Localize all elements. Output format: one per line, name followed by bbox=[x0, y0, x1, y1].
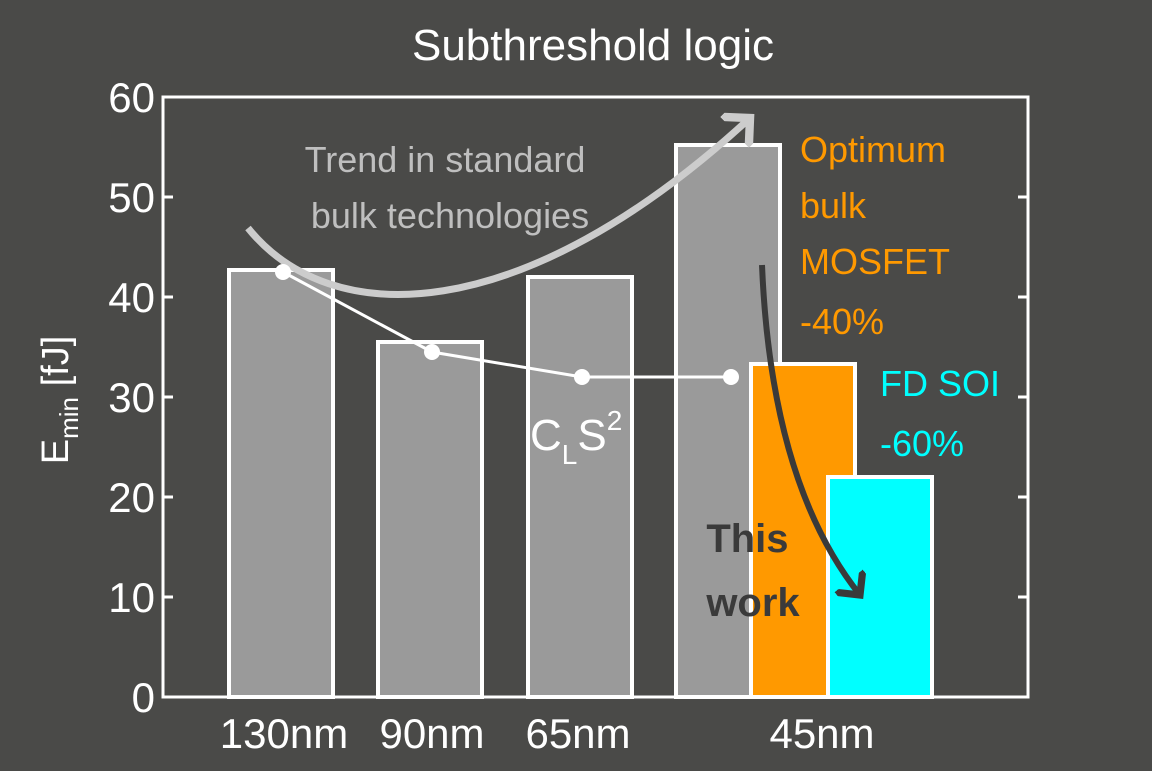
x-tick-labels: 130nm 90nm 65nm 45nm bbox=[220, 710, 875, 757]
y-tick-label: 60 bbox=[108, 74, 155, 121]
optimum-annotation-line-4: -40% bbox=[800, 301, 884, 342]
cls2-point bbox=[424, 344, 440, 360]
cls2-label: CLS2 bbox=[530, 405, 622, 470]
cls2-point bbox=[723, 369, 739, 385]
y-axis-label-main: E bbox=[35, 439, 77, 464]
optimum-annotation: Optimum bulk MOSFET -40% bbox=[800, 129, 959, 342]
fdsoi-annotation-line-1: FD SOI bbox=[880, 363, 1000, 404]
bar-bulk-90nm bbox=[376, 340, 484, 699]
y-tick-label: 20 bbox=[108, 474, 155, 521]
y-axis-label: Emin [fJ] bbox=[35, 336, 84, 465]
this-work-line-1: This bbox=[706, 517, 788, 561]
cls2-line bbox=[275, 264, 739, 385]
y-tick-label: 50 bbox=[108, 174, 155, 221]
trend-arrow bbox=[245, 118, 750, 298]
optimum-annotation-line-1: Optimum bbox=[800, 129, 946, 170]
y-tick-label: 40 bbox=[108, 274, 155, 321]
y-ticks: 0 10 20 30 40 50 60 bbox=[108, 74, 1028, 721]
bar-bulk-130nm bbox=[227, 268, 335, 699]
x-tick-label: 90nm bbox=[379, 710, 484, 757]
optimum-annotation-line-2: bulk bbox=[800, 185, 867, 226]
fdsoi-annotation-line-2: -60% bbox=[880, 423, 964, 464]
cls2-polyline bbox=[282, 270, 731, 379]
y-tick-label: 10 bbox=[108, 574, 155, 621]
bar-bulk-65nm bbox=[526, 275, 634, 699]
cls2-label-s: S bbox=[577, 411, 606, 460]
bar-fdsoi-45nm bbox=[826, 475, 934, 699]
x-tick-label: 65nm bbox=[525, 710, 630, 757]
optimum-annotation-line-3: MOSFET bbox=[800, 241, 950, 282]
y-tick-label: 0 bbox=[132, 674, 155, 721]
trend-annotation: Trend in standard bulk technologies bbox=[305, 139, 596, 236]
x-tick-label: 130nm bbox=[220, 710, 348, 757]
trend-annotation-line-1: Trend in standard bbox=[305, 139, 586, 180]
this-work-annotation: This work bbox=[705, 517, 800, 625]
y-axis-label-unit: [fJ] bbox=[35, 336, 77, 397]
cls2-label-c: C bbox=[530, 411, 562, 460]
cls2-point bbox=[275, 264, 291, 280]
x-tick-label: 45nm bbox=[769, 710, 874, 757]
cls2-label-sup: 2 bbox=[607, 405, 623, 436]
chart-title: Subthreshold logic bbox=[412, 21, 774, 70]
cls2-label-sub: L bbox=[562, 439, 578, 470]
y-tick-label: 30 bbox=[108, 374, 155, 421]
this-work-line-2: work bbox=[705, 581, 800, 625]
y-axis-label-sub: min bbox=[54, 397, 84, 439]
fdsoi-annotation: FD SOI -60% bbox=[880, 363, 1010, 464]
trend-annotation-line-2: bulk technologies bbox=[311, 195, 589, 236]
this-work-arrow bbox=[759, 264, 860, 595]
cls2-point bbox=[574, 369, 590, 385]
